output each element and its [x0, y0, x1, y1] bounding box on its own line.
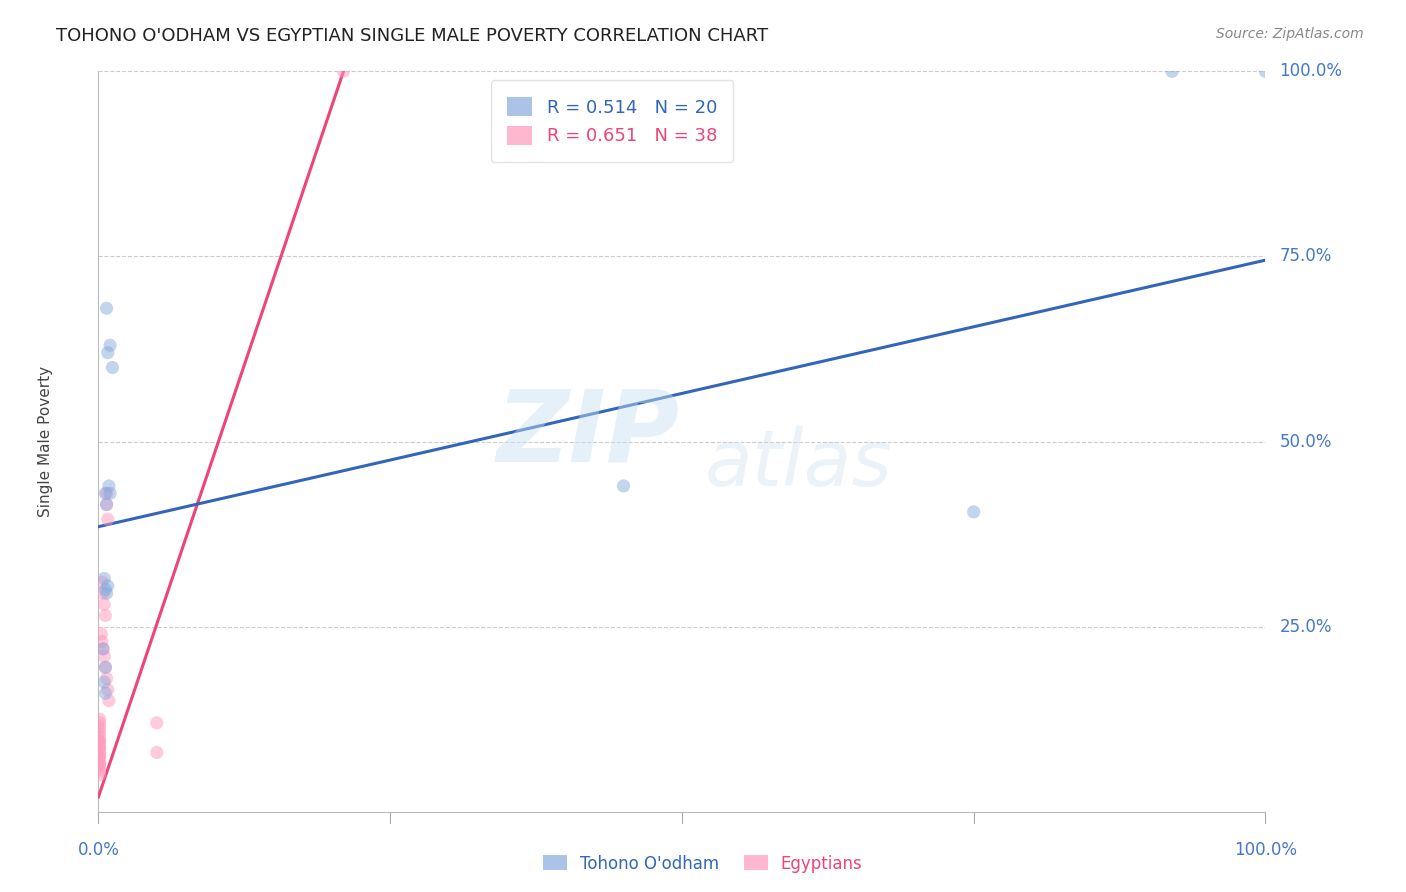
Point	[98, 486, 121, 500]
Point	[613, 479, 636, 493]
Point	[96, 498, 118, 512]
Text: 100.0%: 100.0%	[1279, 62, 1343, 80]
Point	[89, 720, 111, 734]
Point	[89, 760, 111, 774]
Point	[96, 498, 118, 512]
Text: 0.0%: 0.0%	[77, 841, 120, 859]
Point	[89, 756, 111, 771]
Point	[89, 753, 111, 767]
Point	[89, 749, 111, 764]
Point	[90, 634, 112, 648]
Point	[94, 486, 117, 500]
Point	[89, 734, 111, 748]
Point	[89, 738, 111, 752]
Text: 50.0%: 50.0%	[1279, 433, 1331, 450]
Text: Source: ZipAtlas.com: Source: ZipAtlas.com	[1216, 27, 1364, 41]
Point	[89, 715, 111, 730]
Point	[89, 749, 111, 764]
Point	[98, 338, 121, 352]
Point	[97, 579, 120, 593]
Point	[91, 641, 114, 656]
Point	[89, 731, 111, 745]
Text: 25.0%: 25.0%	[1279, 617, 1331, 636]
Point	[94, 660, 117, 674]
Point	[89, 734, 111, 748]
Point	[94, 608, 117, 623]
Point	[89, 727, 111, 741]
Point	[96, 301, 118, 316]
Point	[91, 641, 114, 656]
Point	[93, 649, 115, 664]
Point	[101, 360, 124, 375]
Point	[97, 694, 120, 708]
Point	[89, 764, 111, 778]
Legend: R = 0.514   N = 20, R = 0.651   N = 38: R = 0.514 N = 20, R = 0.651 N = 38	[491, 80, 733, 161]
Point	[89, 741, 111, 756]
Point	[94, 660, 117, 674]
Point	[93, 598, 115, 612]
Text: Single Male Poverty: Single Male Poverty	[38, 366, 53, 517]
Point	[89, 767, 111, 781]
Point	[94, 686, 117, 700]
Legend: Tohono O'odham, Egyptians: Tohono O'odham, Egyptians	[537, 848, 869, 880]
Point	[89, 756, 111, 771]
Point	[97, 512, 120, 526]
Point	[146, 715, 169, 730]
Point	[1161, 64, 1184, 78]
Point	[97, 479, 120, 493]
Text: TOHONO O'ODHAM VS EGYPTIAN SINGLE MALE POVERTY CORRELATION CHART: TOHONO O'ODHAM VS EGYPTIAN SINGLE MALE P…	[56, 27, 768, 45]
Point	[1254, 64, 1277, 78]
Text: ZIP: ZIP	[498, 385, 681, 483]
Point	[96, 486, 118, 500]
Text: atlas: atlas	[704, 425, 893, 502]
Point	[97, 345, 120, 359]
Point	[96, 586, 118, 600]
Point	[332, 64, 354, 78]
Point	[89, 723, 111, 738]
Point	[146, 746, 169, 760]
Point	[97, 682, 120, 697]
Point	[89, 741, 111, 756]
Point	[90, 627, 112, 641]
Point	[93, 572, 115, 586]
Text: 75.0%: 75.0%	[1279, 247, 1331, 266]
Point	[96, 672, 118, 686]
Point	[91, 586, 114, 600]
Point	[89, 712, 111, 726]
Text: 100.0%: 100.0%	[1234, 841, 1296, 859]
Point	[90, 575, 112, 590]
Point	[962, 505, 984, 519]
Point	[93, 675, 115, 690]
Point	[94, 582, 117, 597]
Point	[89, 746, 111, 760]
